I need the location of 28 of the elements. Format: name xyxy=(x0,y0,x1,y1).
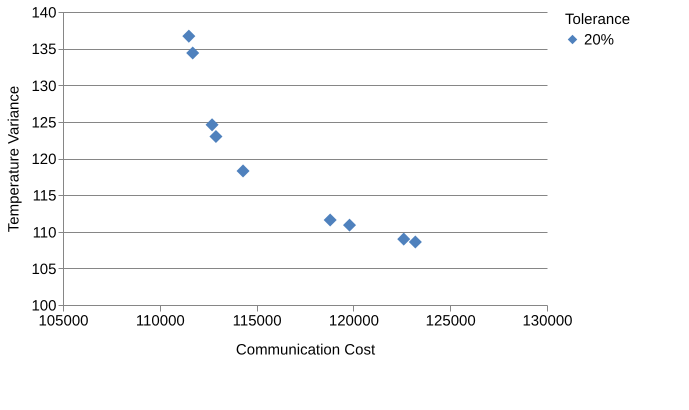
point xyxy=(343,218,356,232)
point xyxy=(182,30,196,43)
point xyxy=(408,235,422,249)
point xyxy=(206,118,219,132)
point xyxy=(324,214,337,227)
y-tick-label: 135 xyxy=(31,41,56,58)
x-axis-title: Communication Cost xyxy=(236,342,376,358)
y-tick-label: 130 xyxy=(31,78,56,95)
y-tick-label: 115 xyxy=(32,188,56,205)
y-tick-label: 100 xyxy=(31,298,56,314)
y-tick-label: 110 xyxy=(32,224,56,242)
y-axis-title: Temperature Variance xyxy=(5,86,22,232)
x-tick-label: 130000 xyxy=(522,312,573,330)
point xyxy=(209,130,222,144)
x-tick-label: 125000 xyxy=(426,312,476,330)
y-tick-label: 105 xyxy=(31,260,56,278)
point xyxy=(186,46,200,60)
point xyxy=(236,164,250,178)
x-tick-label: 115000 xyxy=(232,312,282,330)
x-tick-label: 105000 xyxy=(38,312,89,330)
y-tick-label: 140 xyxy=(31,4,56,22)
y-tick-label: 125 xyxy=(31,114,56,132)
point xyxy=(397,232,410,246)
legend-label: 20% xyxy=(584,32,614,48)
y-tick-label: 120 xyxy=(31,151,56,168)
x-tick-label: 120000 xyxy=(328,312,379,330)
legend-title: Tolerance xyxy=(565,11,630,28)
x-tick-label: 110000 xyxy=(136,312,185,330)
